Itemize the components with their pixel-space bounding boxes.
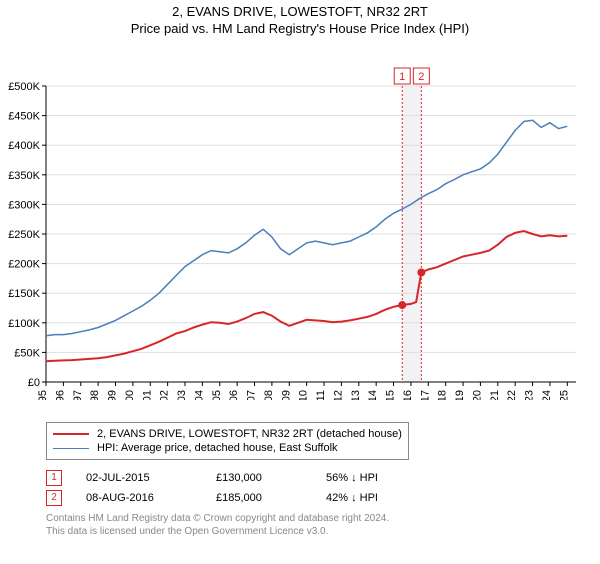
svg-text:2012: 2012 bbox=[332, 390, 344, 400]
svg-text:2007: 2007 bbox=[246, 390, 258, 400]
event-pct: 56% ↓ HPI bbox=[326, 472, 396, 484]
svg-text:2015: 2015 bbox=[385, 390, 397, 400]
svg-text:2001: 2001 bbox=[141, 390, 153, 400]
svg-text:2000: 2000 bbox=[124, 390, 136, 400]
svg-text:2020: 2020 bbox=[471, 390, 483, 400]
legend: 2, EVANS DRIVE, LOWESTOFT, NR32 2RT (det… bbox=[46, 422, 409, 460]
svg-text:£50K: £50K bbox=[14, 347, 40, 359]
event-price: £130,000 bbox=[216, 472, 326, 484]
svg-text:2009: 2009 bbox=[280, 390, 292, 400]
svg-text:£300K: £300K bbox=[8, 199, 40, 211]
svg-text:2023: 2023 bbox=[524, 390, 536, 400]
svg-text:1999: 1999 bbox=[107, 390, 119, 400]
event-pct: 42% ↓ HPI bbox=[326, 492, 396, 504]
svg-text:2013: 2013 bbox=[350, 390, 362, 400]
svg-text:£500K: £500K bbox=[8, 81, 40, 93]
svg-text:1995: 1995 bbox=[37, 390, 49, 400]
svg-text:2: 2 bbox=[418, 71, 424, 83]
svg-text:2004: 2004 bbox=[193, 390, 205, 400]
legend-label-property: 2, EVANS DRIVE, LOWESTOFT, NR32 2RT (det… bbox=[97, 428, 402, 440]
event-date: 08-AUG-2016 bbox=[86, 492, 216, 504]
svg-text:£350K: £350K bbox=[8, 170, 40, 182]
copyright-line1: Contains HM Land Registry data © Crown c… bbox=[46, 512, 389, 525]
svg-text:2014: 2014 bbox=[367, 390, 379, 400]
svg-text:£100K: £100K bbox=[8, 318, 40, 330]
copyright: Contains HM Land Registry data © Crown c… bbox=[46, 512, 389, 538]
legend-row-hpi: HPI: Average price, detached house, East… bbox=[53, 441, 402, 455]
legend-swatch-property bbox=[53, 433, 89, 435]
svg-text:2017: 2017 bbox=[419, 390, 431, 400]
svg-text:2016: 2016 bbox=[402, 390, 414, 400]
event-row: 1 02-JUL-2015£130,00056% ↓ HPI bbox=[46, 470, 396, 486]
chart-title-address: 2, EVANS DRIVE, LOWESTOFT, NR32 2RT bbox=[0, 4, 600, 19]
svg-text:2006: 2006 bbox=[228, 390, 240, 400]
price-chart: £0 £50K £100K £150K £200K £250K £300K £350K £400… bbox=[0, 40, 600, 400]
svg-text:£200K: £200K bbox=[8, 259, 40, 271]
svg-text:£450K: £450K bbox=[8, 111, 40, 123]
svg-text:2005: 2005 bbox=[211, 390, 223, 400]
event-price: £185,000 bbox=[216, 492, 326, 504]
svg-text:2003: 2003 bbox=[176, 390, 188, 400]
legend-swatch-hpi bbox=[53, 448, 89, 449]
svg-text:2010: 2010 bbox=[298, 390, 310, 400]
svg-text:2002: 2002 bbox=[159, 390, 171, 400]
chart-subtitle: Price paid vs. HM Land Registry's House … bbox=[0, 21, 600, 36]
legend-row-property: 2, EVANS DRIVE, LOWESTOFT, NR32 2RT (det… bbox=[53, 427, 402, 441]
event-date: 02-JUL-2015 bbox=[86, 472, 216, 484]
svg-text:£0: £0 bbox=[28, 377, 40, 389]
chart-titles: 2, EVANS DRIVE, LOWESTOFT, NR32 2RT Pric… bbox=[0, 4, 600, 36]
svg-text:2019: 2019 bbox=[454, 390, 466, 400]
event-number: 1 bbox=[46, 470, 62, 486]
legend-label-hpi: HPI: Average price, detached house, East… bbox=[97, 442, 338, 454]
svg-text:2024: 2024 bbox=[541, 390, 553, 400]
svg-text:£250K: £250K bbox=[8, 229, 40, 241]
svg-text:2011: 2011 bbox=[315, 390, 327, 400]
event-number: 2 bbox=[46, 490, 62, 506]
svg-text:£150K: £150K bbox=[8, 288, 40, 300]
svg-text:1998: 1998 bbox=[89, 390, 101, 400]
svg-text:2025: 2025 bbox=[558, 390, 570, 400]
svg-text:1: 1 bbox=[399, 71, 405, 83]
svg-text:1997: 1997 bbox=[72, 390, 84, 400]
svg-text:2008: 2008 bbox=[263, 390, 275, 400]
event-table: 1 02-JUL-2015£130,00056% ↓ HPI 2 08-AUG-201… bbox=[46, 466, 396, 510]
svg-text:£400K: £400K bbox=[8, 140, 40, 152]
event-row: 2 08-AUG-2016£185,00042% ↓ HPI bbox=[46, 490, 396, 506]
svg-text:2021: 2021 bbox=[489, 390, 501, 400]
svg-text:2022: 2022 bbox=[506, 390, 518, 400]
svg-text:1996: 1996 bbox=[54, 390, 66, 400]
svg-text:2018: 2018 bbox=[437, 390, 449, 400]
copyright-line2: This data is licensed under the Open Gov… bbox=[46, 525, 389, 538]
